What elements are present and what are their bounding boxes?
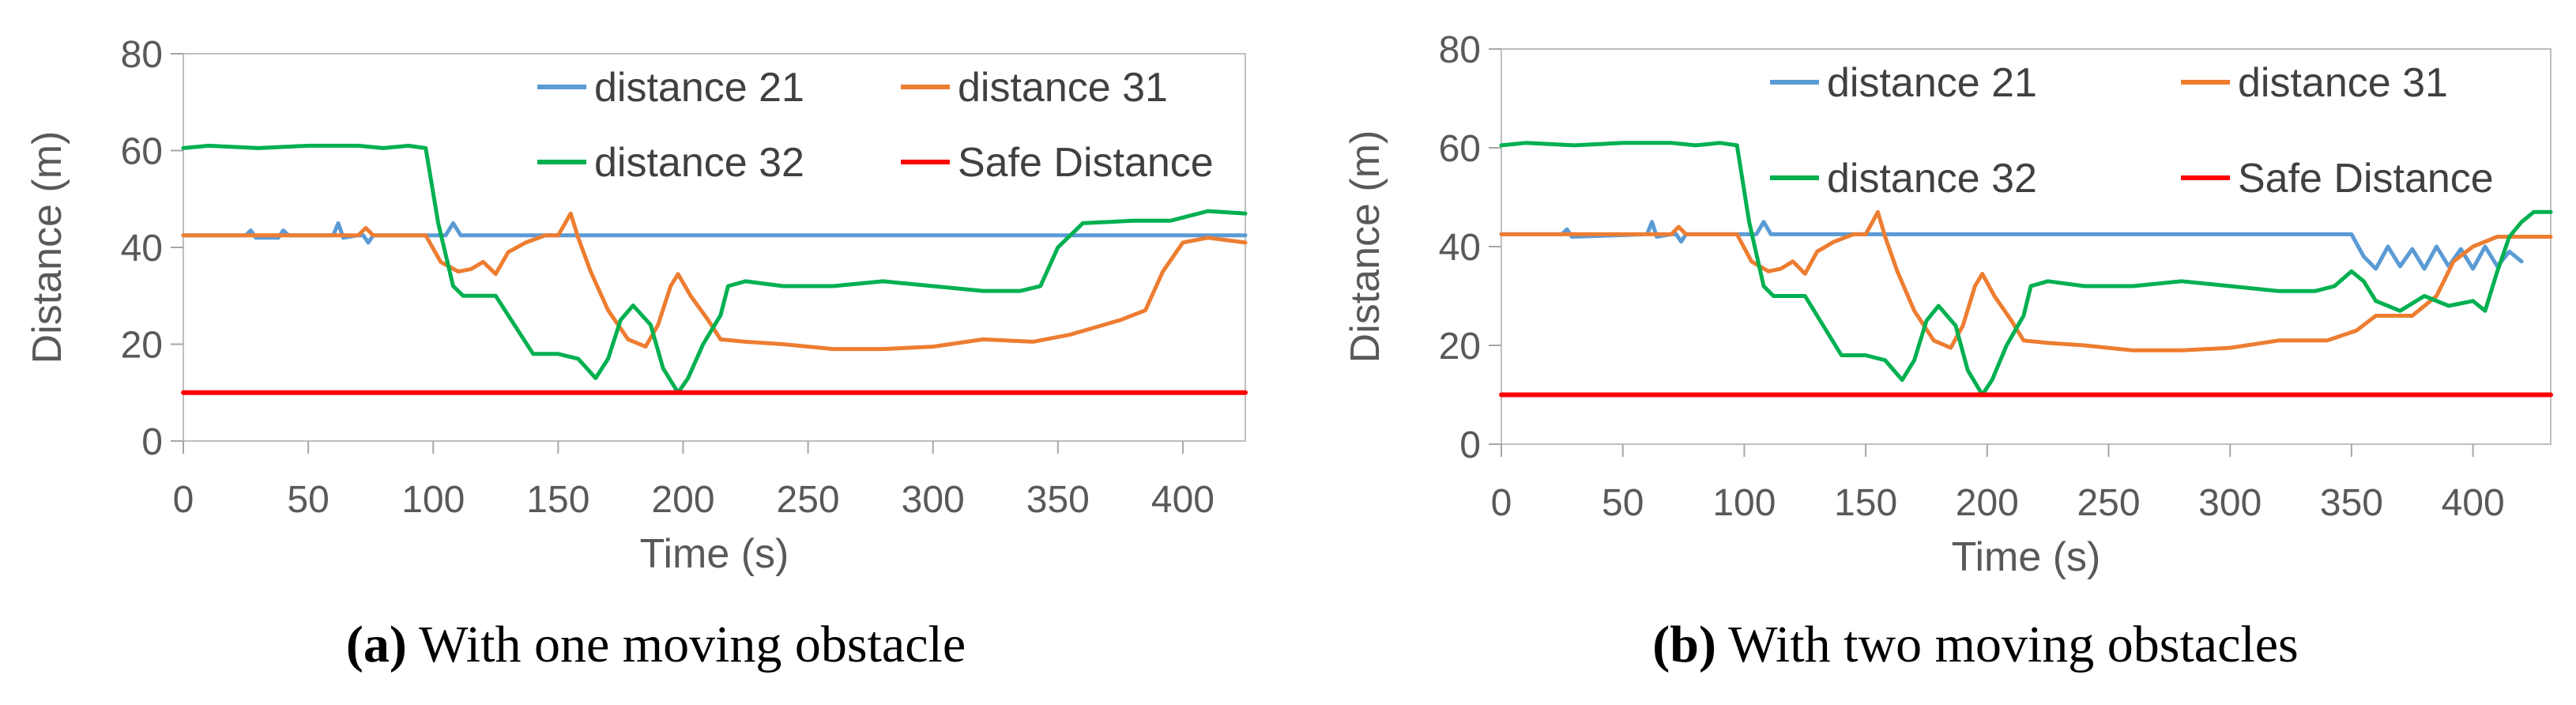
y-tick-label: 20 bbox=[1439, 326, 1481, 368]
caption-text: With two moving obstacles bbox=[1715, 616, 2299, 673]
series-line-distance-21 bbox=[1499, 220, 2524, 271]
caption-one-moving-obstacle: (a) With one moving obstacle bbox=[24, 615, 1288, 675]
x-tick-label: 400 bbox=[2442, 482, 2505, 524]
y-tick-label: 20 bbox=[121, 325, 163, 367]
x-tick-label: 300 bbox=[902, 479, 965, 521]
legend-label-distance-31: distance 31 bbox=[958, 65, 1168, 111]
x-tick-label: 300 bbox=[2198, 482, 2262, 524]
caption-two-moving-obstacles: (b) With two moving obstacles bbox=[1343, 615, 2576, 675]
legend-label-distance-32: distance 32 bbox=[594, 140, 804, 186]
x-tick-label: 150 bbox=[526, 479, 589, 521]
chart-two-moving-obstacles: 0 20 40 60 80 0 50 100 150 200 250 300 350 400 Time (s… bbox=[1343, 29, 2553, 580]
legend-label-distance-32: distance 32 bbox=[1827, 156, 2037, 202]
legend-label-safe-distance: Safe Distance bbox=[958, 140, 1214, 186]
caption-tag: (a) bbox=[345, 616, 407, 673]
x-tick-label: 100 bbox=[1712, 482, 1776, 524]
series-line-distance-32 bbox=[181, 143, 1248, 395]
x-axis-title: Time (s) bbox=[640, 531, 789, 577]
y-tick-label: 60 bbox=[121, 131, 163, 173]
chart-one-moving-obstacle: 0 20 40 60 80 0 50 100 150 200 250 300 350 400 Time (s… bbox=[24, 34, 1248, 577]
x-tick-label: 250 bbox=[2077, 482, 2140, 524]
x-tick-label: 50 bbox=[287, 479, 329, 521]
series-line-distance-32 bbox=[1499, 141, 2553, 397]
y-tick-label: 0 bbox=[1459, 424, 1481, 466]
legend-label-distance-21: distance 21 bbox=[594, 65, 804, 111]
legend-label-safe-distance: Safe Distance bbox=[2238, 156, 2494, 202]
plot-area bbox=[1501, 48, 2552, 445]
y-axis-title: Distance (m) bbox=[1343, 130, 1388, 364]
x-tick-label: 200 bbox=[651, 479, 714, 521]
x-tick-label: 200 bbox=[1956, 482, 2019, 524]
x-tick-label: 100 bbox=[401, 479, 465, 521]
x-tick-label: 350 bbox=[1026, 479, 1090, 521]
y-axis-title: Distance (m) bbox=[24, 131, 70, 364]
series-line-distance-21 bbox=[181, 221, 1248, 245]
series-line-distance-31 bbox=[1499, 209, 2553, 352]
y-tick-label: 0 bbox=[141, 421, 163, 463]
x-tick-label: 400 bbox=[1151, 479, 1215, 521]
y-tick-label: 80 bbox=[1439, 29, 1481, 71]
legend-label-distance-21: distance 21 bbox=[1827, 60, 2037, 106]
x-tick-label: 250 bbox=[777, 479, 840, 521]
x-tick-label: 150 bbox=[1834, 482, 1897, 524]
x-tick-label: 350 bbox=[2320, 482, 2383, 524]
legend-label-distance-31: distance 31 bbox=[2238, 60, 2448, 106]
x-tick-label: 0 bbox=[1491, 482, 1512, 524]
y-tick-label: 80 bbox=[121, 34, 163, 76]
y-tick-label: 60 bbox=[1439, 128, 1481, 170]
y-tick-label: 40 bbox=[1439, 227, 1481, 269]
plot-area bbox=[183, 53, 1246, 442]
caption-tag: (b) bbox=[1652, 616, 1716, 673]
x-axis-title: Time (s) bbox=[1952, 534, 2101, 580]
x-tick-label: 50 bbox=[1602, 482, 1644, 524]
caption-text: With one moving obstacle bbox=[406, 616, 966, 673]
y-tick-label: 40 bbox=[121, 228, 163, 270]
x-tick-label: 0 bbox=[173, 479, 194, 521]
